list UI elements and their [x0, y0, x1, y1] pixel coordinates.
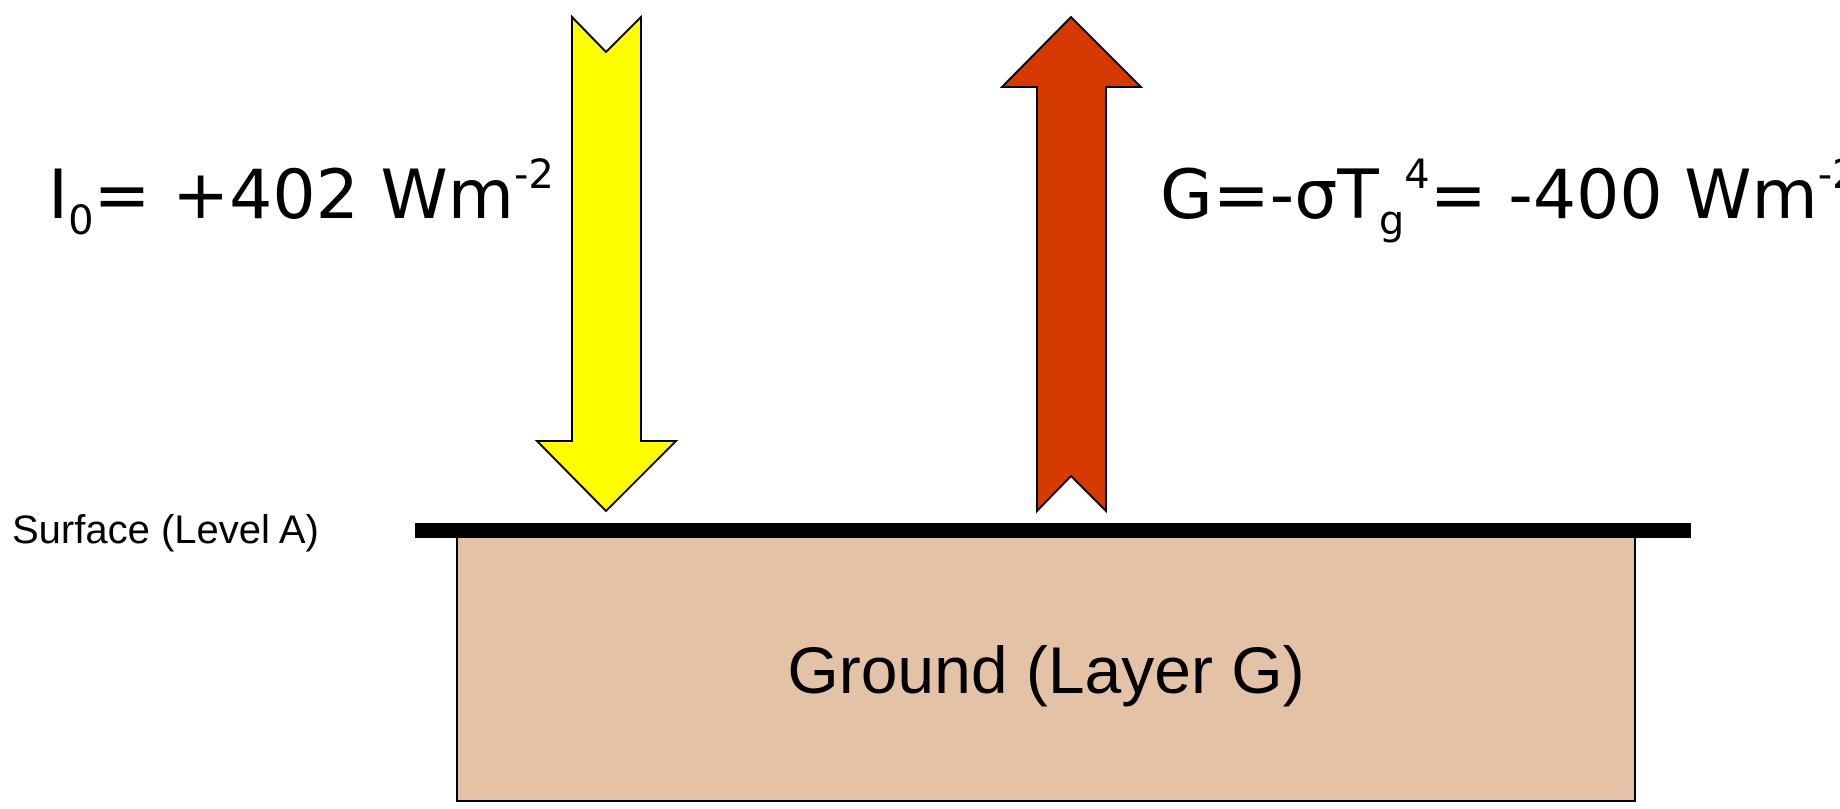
incoming-symbol: I: [48, 156, 69, 235]
incoming-radiation-arrow: [534, 14, 679, 513]
incoming-subscript: 0: [68, 198, 94, 244]
outgoing-radiation-arrow: [999, 15, 1144, 514]
outgoing-exponent: -2: [1817, 152, 1840, 198]
outgoing-flux-label: G=-σTg4= -400 Wm-2: [1160, 155, 1840, 241]
outgoing-value: = -400 Wm: [1429, 156, 1818, 235]
incoming-value: = +402 Wm: [93, 156, 514, 235]
incoming-exponent: -2: [513, 152, 554, 198]
incoming-flux-label: I0= +402 Wm-2: [48, 155, 554, 241]
outgoing-subscript: g: [1378, 198, 1405, 244]
ground-layer: [456, 535, 1636, 802]
outgoing-power: 4: [1404, 152, 1430, 198]
outgoing-prefix: G=-σT: [1160, 156, 1379, 235]
ground-label: Ground (Layer G): [787, 633, 1305, 707]
surface-line: [415, 523, 1691, 538]
surface-label: Surface (Level A): [12, 508, 319, 552]
